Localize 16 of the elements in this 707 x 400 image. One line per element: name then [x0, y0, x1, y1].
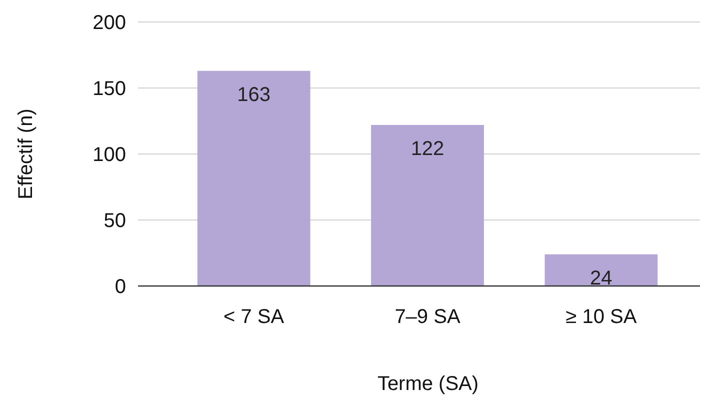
x-axis-title: Terme (SA): [377, 373, 479, 395]
y-tick-label: 200: [92, 12, 126, 34]
data-label: 122: [410, 138, 444, 160]
y-tick-label: 150: [92, 78, 126, 100]
bar: [544, 254, 658, 286]
x-tick-label: ≥ 10 SA: [566, 306, 638, 328]
data-label: 24: [590, 267, 612, 290]
bar: [197, 70, 310, 286]
y-tick-label: 50: [104, 210, 126, 232]
data-label: 163: [237, 84, 271, 106]
y-axis-title: Effectif (n): [15, 108, 37, 200]
x-tick-label: < 7 SA: [224, 306, 285, 328]
y-tick-label: 0: [114, 276, 126, 298]
bar: [371, 124, 484, 286]
y-tick-label: 100: [92, 144, 126, 166]
x-tick-label: 7–9 SA: [394, 306, 461, 328]
